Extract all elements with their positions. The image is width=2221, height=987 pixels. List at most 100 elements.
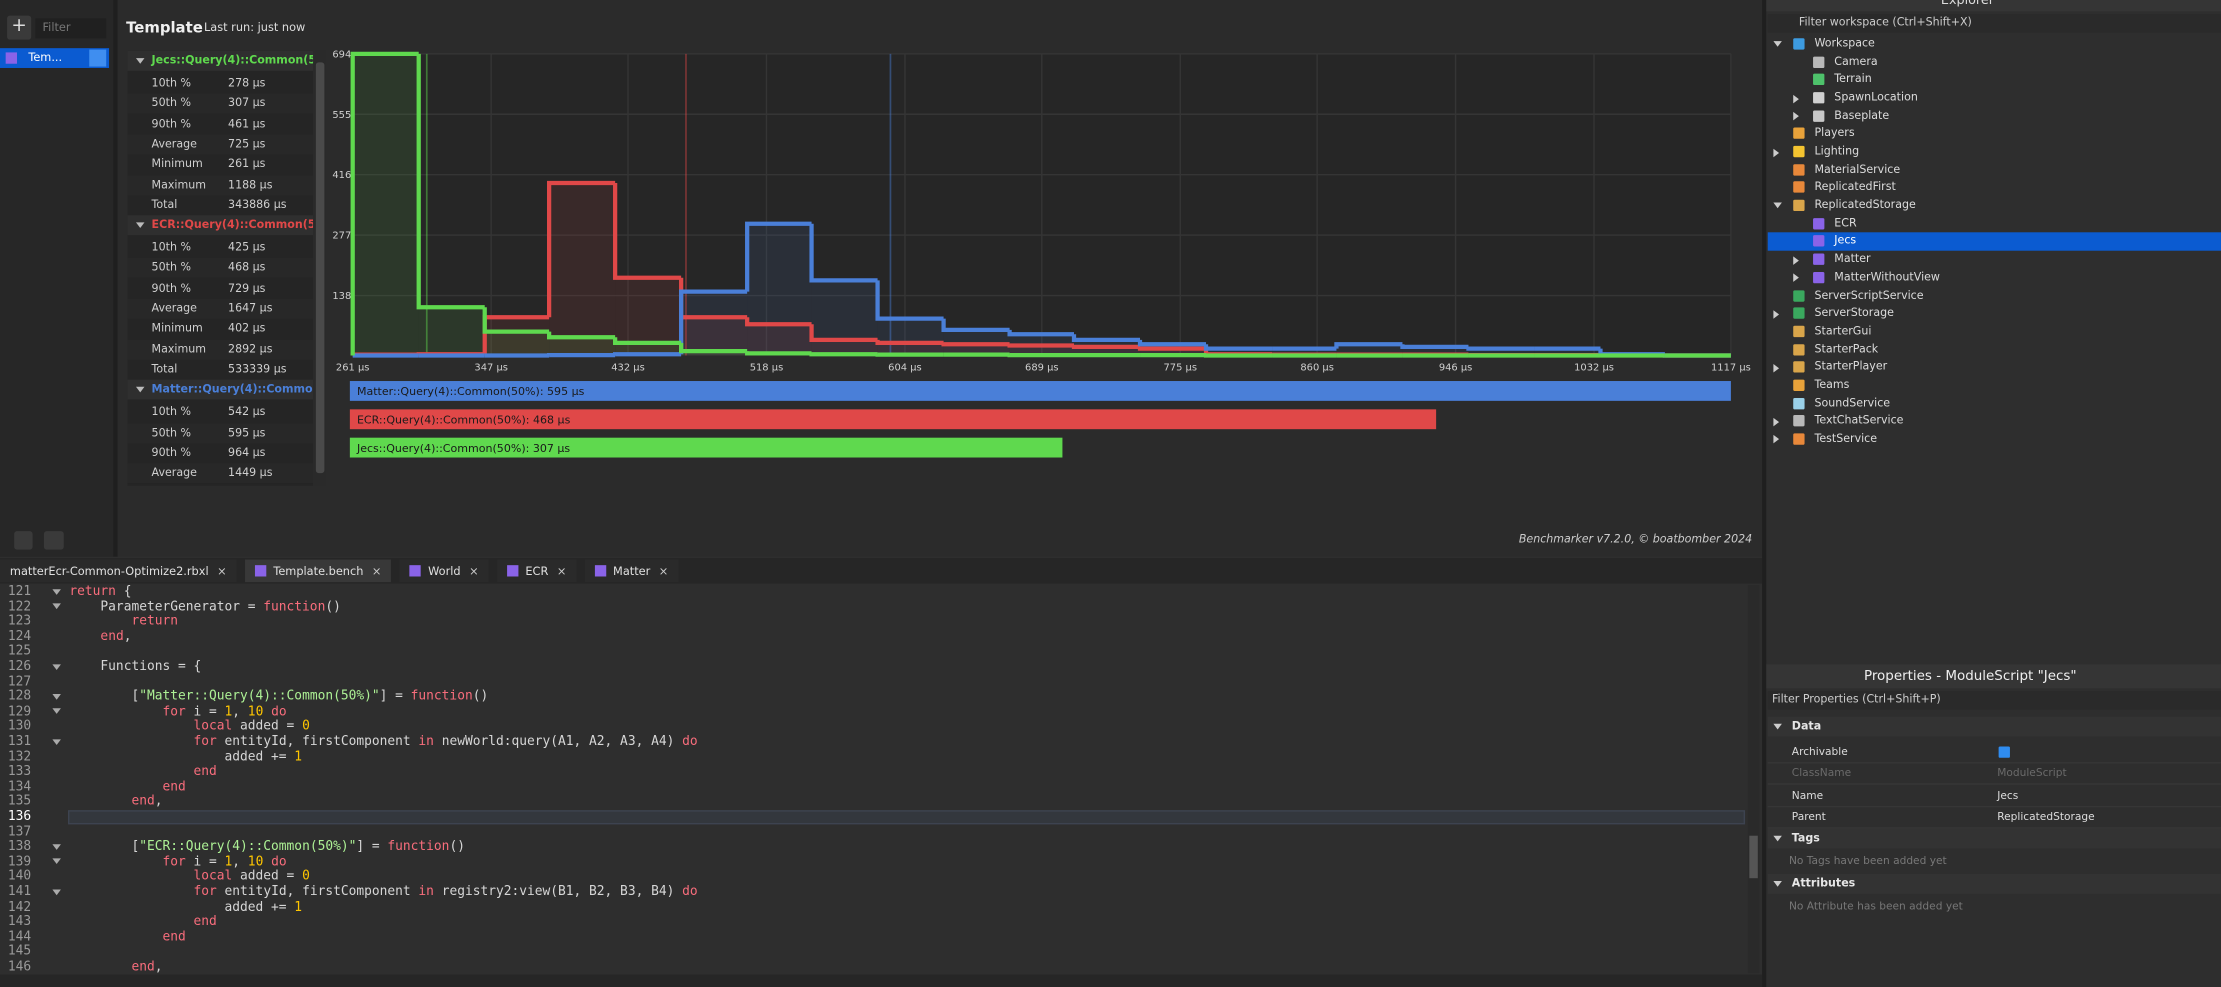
explorer-item[interactable]: Players (1814, 126, 1855, 140)
explorer-item[interactable]: Camera (1834, 54, 1878, 68)
explorer-item[interactable]: ServerScriptService (1814, 288, 1924, 302)
explorer-item[interactable]: MaterialService (1814, 162, 1901, 176)
filter-input[interactable]: Filter (35, 18, 107, 39)
stats-scroll-thumb[interactable] (315, 62, 325, 474)
expand-arrow[interactable] (52, 738, 61, 745)
stat-label: 90th % (151, 445, 191, 459)
explorer-filter-bg[interactable] (1767, 14, 2221, 33)
explorer-item[interactable]: MatterWithoutView (1834, 270, 1940, 284)
expand-arrow[interactable] (1773, 201, 1782, 208)
code-line: added += 1 (69, 900, 303, 915)
property-value[interactable]: ReplicatedStorage (1997, 810, 2095, 823)
collapse-arrow[interactable] (1793, 94, 1799, 103)
stats-header: Matter::Query(4)::Common(50%) (151, 382, 313, 396)
tab[interactable]: Template.bench (245, 559, 392, 583)
y-tick-label: 416 (332, 170, 351, 181)
explorer-item[interactable]: Baseplate (1834, 108, 1890, 122)
collapse-arrow[interactable] (1793, 273, 1799, 283)
docs-button[interactable] (43, 531, 64, 550)
property-value: ModuleScript (1997, 766, 2067, 780)
explorer-item[interactable]: Teams (1814, 378, 1850, 391)
explorer-item[interactable]: ServerStorage (1814, 306, 1894, 319)
collapse-arrow[interactable] (1773, 309, 1780, 319)
collapse-arrow[interactable] (1773, 363, 1780, 373)
code-token: 1 (224, 855, 233, 870)
property-value[interactable]: Jecs (1997, 788, 2019, 802)
collapse-arrow[interactable] (1773, 417, 1780, 427)
expand-arrow[interactable] (1773, 723, 1782, 729)
stat-value: 542 µs (228, 405, 266, 419)
explorer-item[interactable]: StarterGui (1814, 324, 1872, 337)
credit: Benchmarker v7.2.0, © boatbomber 2024 (1518, 532, 1753, 546)
expand-arrow[interactable] (52, 888, 61, 895)
y-tick-label: 138 (332, 291, 351, 302)
expand-arrow[interactable] (135, 386, 145, 392)
explorer-item[interactable]: StarterPack (1814, 342, 1879, 355)
bin-fill (1009, 345, 1074, 356)
expand-arrow[interactable] (52, 588, 61, 595)
expand-arrow[interactable] (52, 708, 61, 715)
expand-arrow[interactable] (52, 663, 61, 670)
stat-value: 533339 µs (228, 362, 287, 376)
stat-value: 595 µs (228, 425, 266, 439)
tab[interactable]: World (399, 559, 489, 583)
line-number: 137 (7, 825, 32, 840)
explorer-title: Explorer (1940, 0, 1994, 9)
expand-arrow[interactable] (1773, 40, 1782, 47)
bin-step (745, 351, 812, 356)
explorer-item[interactable]: SpawnLocation (1834, 90, 1918, 104)
add-button[interactable]: + (7, 15, 32, 40)
line-number: 128 (7, 690, 32, 705)
explorer-item[interactable]: Lighting (1814, 144, 1860, 158)
explorer-item[interactable]: Workspace (1814, 36, 1875, 50)
bin-fill (1534, 348, 1601, 356)
settings-button[interactable] (14, 531, 33, 550)
selected-row (1767, 232, 2221, 251)
expand-arrow[interactable] (52, 843, 61, 850)
tab[interactable]: matterEcr-Common-Optimize2.rbxl (0, 559, 237, 583)
y-tick-label: 277 (332, 231, 351, 242)
bin-step (809, 324, 878, 343)
bench-item-label: Tem... (28, 50, 63, 64)
explorer-item[interactable]: SoundService (1814, 396, 1891, 409)
collapse-arrow[interactable] (1793, 255, 1799, 265)
explorer-item[interactable]: ReplicatedStorage (1814, 198, 1916, 212)
x-tick-label: 1032 µs (1574, 362, 1614, 373)
expand-arrow[interactable] (1773, 880, 1782, 887)
expand-arrow[interactable] (52, 693, 61, 700)
explorer-item[interactable]: Terrain (1834, 72, 1872, 86)
explorer-titlebar (1766, 0, 2221, 12)
expand-arrow[interactable] (52, 603, 61, 610)
explorer-item[interactable]: ReplicatedFirst (1814, 180, 1896, 194)
expand-arrow[interactable] (52, 858, 61, 865)
expand-arrow[interactable] (135, 57, 145, 64)
code-scroll-thumb[interactable] (1749, 835, 1758, 879)
item-icon (1813, 110, 1825, 122)
code-token: for (193, 735, 217, 750)
explorer-item[interactable]: TextChatService (1814, 413, 1904, 427)
explorer-item[interactable]: ECR (1834, 216, 1857, 230)
explorer-item[interactable]: Matter (1834, 252, 1871, 266)
line-number: 127 (7, 675, 32, 690)
bench-item[interactable] (0, 48, 110, 68)
line-number: 132 (7, 750, 32, 765)
explorer-item[interactable]: Jecs (1834, 234, 1857, 248)
code-line: for entityId, firstComponent in registry… (193, 885, 698, 900)
tab[interactable]: Matter (584, 559, 679, 583)
code-token: end (193, 765, 217, 780)
checkbox[interactable] (1998, 746, 2010, 758)
expand-arrow[interactable] (135, 221, 145, 228)
property-row-line (1767, 805, 2221, 807)
stat-label: Total (151, 362, 178, 376)
explorer-item[interactable]: TestService (1814, 431, 1878, 445)
collapse-arrow[interactable] (1773, 148, 1780, 157)
collapse-arrow[interactable] (1773, 435, 1780, 444)
expand-arrow[interactable] (1773, 835, 1782, 841)
right-divider (1762, 0, 1767, 987)
tab[interactable]: ECR (497, 559, 577, 583)
explorer-item[interactable]: StarterPlayer (1814, 360, 1888, 373)
bin-step (679, 289, 748, 355)
collapse-arrow[interactable] (1793, 112, 1799, 121)
run-button[interactable] (89, 49, 107, 67)
properties-filter-bg[interactable] (1767, 691, 2221, 710)
